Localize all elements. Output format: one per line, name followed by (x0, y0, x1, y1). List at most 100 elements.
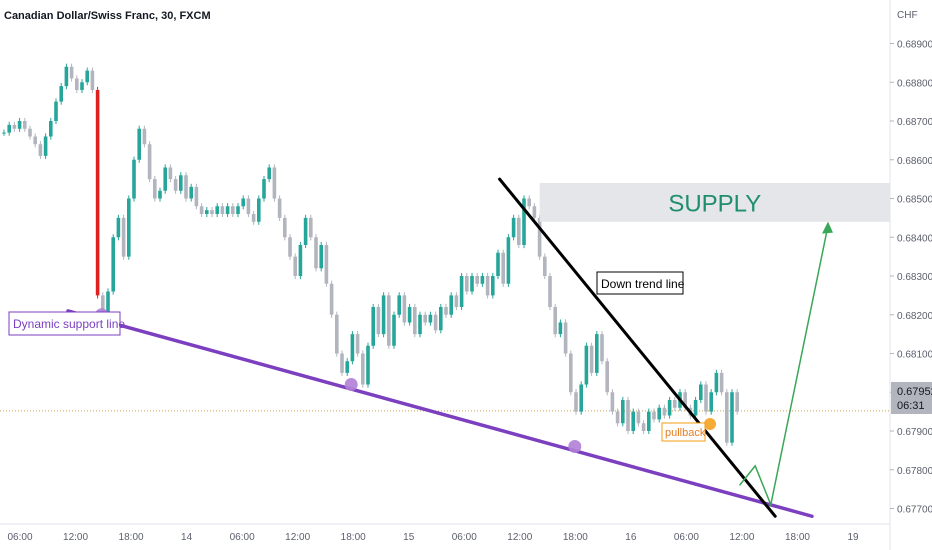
candle-body (314, 237, 318, 269)
candle-body (522, 198, 526, 245)
candle (7, 121, 11, 136)
candle (173, 176, 178, 194)
candle-body (132, 159, 136, 199)
candle (381, 292, 386, 338)
price-tick-label: 0.68600 (897, 156, 932, 167)
candle (584, 342, 589, 388)
candle (397, 292, 401, 318)
candle (75, 75, 79, 94)
candle (184, 172, 188, 202)
candle-body (387, 295, 391, 346)
candle (283, 214, 287, 241)
candle (392, 311, 396, 349)
candle (147, 141, 152, 183)
candle (704, 381, 708, 415)
candle-body (428, 314, 433, 323)
candle (257, 195, 261, 225)
candle-body (652, 411, 656, 420)
candle (142, 125, 147, 148)
price-tick-label: 0.68800 (897, 78, 932, 89)
candle-body (246, 198, 251, 214)
candle-body (303, 217, 308, 245)
candle-body (376, 307, 381, 335)
candle-body (371, 307, 375, 346)
candle (485, 272, 490, 299)
candle-body (459, 276, 464, 307)
bar-countdown: 06:31 (897, 400, 925, 412)
candle-body (673, 400, 677, 408)
price-tick-label: 0.68400 (897, 233, 932, 244)
time-tick-label: 12:00 (507, 532, 532, 543)
candle (2, 129, 6, 136)
candle-body (626, 400, 630, 431)
down-trend-line (498, 177, 777, 518)
candle (272, 164, 277, 202)
candle-body (584, 345, 589, 385)
price-tag: 0.67952 06:31 (891, 382, 932, 414)
candle-body (28, 128, 32, 137)
candle (303, 214, 308, 249)
candle (730, 389, 734, 446)
candle (423, 311, 427, 326)
candle-body (69, 66, 74, 79)
candle-body (262, 179, 266, 199)
candle (569, 350, 573, 396)
candle (709, 389, 713, 415)
candle (641, 420, 646, 435)
candle (90, 67, 95, 94)
candle (335, 311, 339, 357)
candle (246, 195, 251, 218)
candle (511, 214, 516, 241)
candle-body (12, 124, 17, 129)
candle-body (662, 407, 667, 416)
candle-body (137, 128, 141, 160)
candle-body (361, 353, 365, 385)
candle-body (475, 276, 479, 284)
candle (220, 203, 225, 218)
candle (127, 195, 131, 260)
candle (439, 303, 443, 334)
candle-body (454, 295, 459, 307)
candle-body (288, 237, 292, 257)
candle (80, 79, 84, 94)
candle-body (423, 314, 427, 323)
candle (85, 67, 89, 86)
candle-body (407, 307, 412, 323)
candle (673, 396, 677, 411)
pullback-text: pullback (665, 427, 706, 439)
candle-body (683, 392, 687, 408)
candle-body (210, 210, 214, 214)
candle-body (319, 245, 323, 269)
last-price: 0.67952 (897, 386, 932, 398)
candle (537, 214, 542, 260)
candle-body (153, 179, 157, 199)
candle-body (657, 407, 661, 420)
pullback-marker (704, 418, 716, 430)
time-tick-label: 14 (181, 532, 193, 543)
candle (59, 83, 63, 105)
candle-body (277, 198, 282, 218)
chart-title: Canadian Dollar/Swiss Franc, 30, FXCM (4, 10, 211, 22)
candle-body (641, 423, 646, 431)
candle (194, 183, 199, 210)
candle-body (121, 217, 126, 257)
candle-body (600, 334, 604, 362)
price-tick-label: 0.67700 (897, 505, 932, 516)
candle-body (173, 179, 178, 191)
candle-body (719, 372, 724, 393)
candle-body (615, 411, 620, 424)
dynamic-support-line (66, 309, 814, 518)
candle-body (324, 245, 329, 284)
down-trend-text: Down trend line (601, 277, 685, 291)
candle (137, 125, 141, 163)
candle (407, 303, 412, 326)
time-tick-label: 06:00 (452, 532, 477, 543)
time-tick-label: 12:00 (285, 532, 310, 543)
candle (231, 203, 235, 218)
time-tick-label: 12:00 (63, 532, 88, 543)
candle-body (402, 295, 407, 323)
candle-body (147, 144, 152, 180)
projection-arrowhead (822, 221, 833, 234)
candle (501, 249, 505, 287)
price-tick-label: 0.68100 (897, 350, 932, 361)
